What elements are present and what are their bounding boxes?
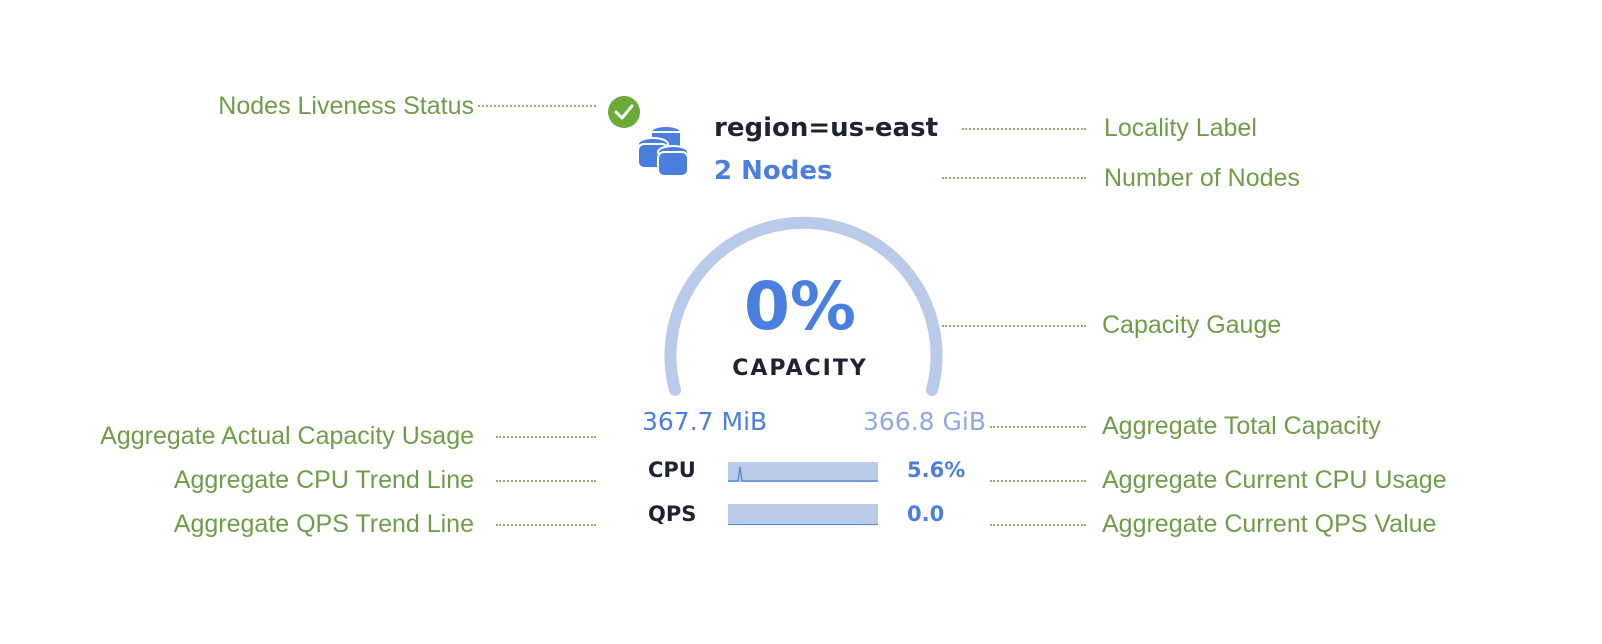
leader-line <box>942 177 1086 179</box>
annotation-total: Aggregate Total Capacity <box>1102 412 1381 440</box>
database-nodes-icon <box>637 125 689 177</box>
annotation-gauge: Capacity Gauge <box>1102 311 1282 339</box>
leader-line <box>496 480 596 482</box>
leader-line <box>478 105 596 107</box>
annotation-qps-trend: Aggregate QPS Trend Line <box>173 510 474 538</box>
leader-line <box>990 524 1086 526</box>
annotation-qps-current: Aggregate Current QPS Value <box>1102 510 1437 538</box>
cpu-value: 5.6% <box>907 458 966 482</box>
locality-label[interactable]: region=us-east <box>714 113 938 143</box>
qps-value: 0.0 <box>907 502 945 526</box>
node-count[interactable]: 2 Nodes <box>714 156 833 186</box>
leader-line <box>496 436 596 438</box>
leader-line <box>990 426 1086 428</box>
qps-label: QPS <box>648 502 697 526</box>
annotation-locality: Locality Label <box>1104 114 1257 142</box>
gauge-track <box>664 216 943 396</box>
annotation-liveness: Nodes Liveness Status <box>218 92 474 120</box>
annotation-nodes: Number of Nodes <box>1104 164 1300 192</box>
liveness-check-icon <box>608 96 640 128</box>
capacity-total: 366.8 GiB <box>863 407 986 436</box>
cpu-sparkline[interactable] <box>728 462 878 482</box>
capacity-used: 367.7 MiB <box>642 407 768 436</box>
cpu-trend-line <box>728 466 878 482</box>
qps-sparkline[interactable] <box>728 504 878 525</box>
cpu-label: CPU <box>648 458 696 482</box>
leader-line <box>962 128 1086 130</box>
capacity-gauge <box>664 216 943 396</box>
leader-line <box>942 325 1086 327</box>
annotation-cpu-trend: Aggregate CPU Trend Line <box>173 466 474 494</box>
leader-line <box>990 480 1086 482</box>
capacity-percent: 0% <box>743 268 857 345</box>
annotation-usage: Aggregate Actual Capacity Usage <box>100 422 474 450</box>
capacity-label: CAPACITY <box>732 356 868 381</box>
annotation-cpu-current: Aggregate Current CPU Usage <box>1102 466 1447 494</box>
leader-line <box>496 524 596 526</box>
